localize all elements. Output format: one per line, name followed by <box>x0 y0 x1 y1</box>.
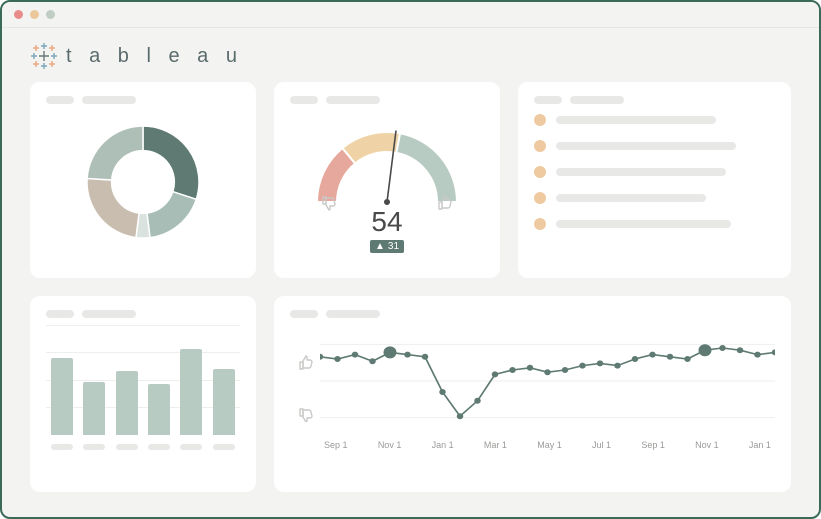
bar-card <box>30 296 256 492</box>
donut-chart <box>46 112 240 252</box>
line-y-icons <box>290 326 320 466</box>
subtitle-placeholder <box>570 96 624 104</box>
bullet-icon <box>534 166 546 178</box>
card-header <box>290 310 775 318</box>
list-item[interactable] <box>534 192 775 204</box>
max-dot[interactable] <box>46 10 55 19</box>
subtitle-placeholder <box>82 96 136 104</box>
card-header <box>534 96 775 104</box>
bar-chart <box>46 326 240 436</box>
line-card: Sep 1 Nov 1 Jan 1 Mar 1 May 1 Jul 1 Sep 1 Nov 1… <box>274 296 791 492</box>
gridline <box>46 352 240 353</box>
logo-text: t a b l e a u <box>66 45 243 68</box>
bar-label-placeholder <box>83 444 105 450</box>
titlebar <box>2 2 819 28</box>
card-header <box>46 310 240 318</box>
close-dot[interactable] <box>14 10 23 19</box>
bullet-icon <box>534 114 546 126</box>
list-item[interactable] <box>534 166 775 178</box>
bar <box>51 358 73 435</box>
bullet-icon <box>534 218 546 230</box>
donut-card <box>30 82 256 278</box>
bar-label-placeholder <box>213 444 235 450</box>
min-dot[interactable] <box>30 10 39 19</box>
x-tick-label: May 1 <box>537 440 562 450</box>
thumbs-up-icon[interactable] <box>436 194 454 212</box>
list-text-placeholder <box>556 194 706 202</box>
gauge-delta-value: 31 <box>388 241 399 252</box>
list-text-placeholder <box>556 116 716 124</box>
x-tick-label: Mar 1 <box>484 440 507 450</box>
title-placeholder <box>290 310 318 318</box>
content-area: t a b l e a u <box>2 28 819 517</box>
x-axis-labels: Sep 1 Nov 1 Jan 1 Mar 1 May 1 Jul 1 Sep 1 Nov 1… <box>320 436 775 450</box>
gauge-chart: 54 ▲ 31 <box>290 112 484 253</box>
list-text-placeholder <box>556 142 736 150</box>
list-text-placeholder <box>556 220 731 228</box>
line-svg <box>320 326 775 436</box>
list-item[interactable] <box>534 114 775 126</box>
bar-footer <box>46 444 240 450</box>
x-tick-label: Jul 1 <box>592 440 611 450</box>
title-placeholder <box>534 96 562 104</box>
gridline <box>46 407 240 408</box>
subtitle-placeholder <box>326 96 380 104</box>
subtitle-placeholder <box>82 310 136 318</box>
list-text-placeholder <box>556 168 726 176</box>
gauge-card: 54 ▲ 31 <box>274 82 500 278</box>
x-tick-label: Jan 1 <box>749 440 771 450</box>
tableau-mark-icon <box>30 42 58 70</box>
title-placeholder <box>46 310 74 318</box>
bar <box>148 384 170 435</box>
x-tick-label: Sep 1 <box>324 440 348 450</box>
list-card <box>518 82 791 278</box>
thumbs-up-icon <box>297 354 313 370</box>
title-placeholder <box>290 96 318 104</box>
bar <box>180 349 202 435</box>
x-tick-label: Sep 1 <box>641 440 665 450</box>
x-tick-label: Jan 1 <box>432 440 454 450</box>
line-chart: Sep 1 Nov 1 Jan 1 Mar 1 May 1 Jul 1 Sep 1 Nov 1… <box>320 326 775 466</box>
bar <box>116 371 138 435</box>
bar-label-placeholder <box>51 444 73 450</box>
bar-label-placeholder <box>180 444 202 450</box>
bar <box>213 369 235 435</box>
gridline <box>46 380 240 381</box>
title-placeholder <box>46 96 74 104</box>
card-header <box>290 96 484 104</box>
bullet-icon <box>534 192 546 204</box>
gauge-delta-badge: ▲ 31 <box>370 240 404 253</box>
app-window: t a b l e a u <box>0 0 821 519</box>
subtitle-placeholder <box>326 310 380 318</box>
list-item[interactable] <box>534 140 775 152</box>
bar-label-placeholder <box>116 444 138 450</box>
bar-label-placeholder <box>148 444 170 450</box>
thumbs-down-icon <box>297 406 313 422</box>
donut-svg <box>79 118 207 246</box>
bullet-icon <box>534 140 546 152</box>
card-header <box>46 96 240 104</box>
thumbs-down-icon[interactable] <box>320 194 338 212</box>
x-tick-label: Nov 1 <box>695 440 719 450</box>
dashboard-grid: 54 ▲ 31 <box>30 82 791 492</box>
logo: t a b l e a u <box>30 42 791 70</box>
gridline <box>46 325 240 326</box>
bar <box>83 382 105 435</box>
list-item[interactable] <box>534 218 775 230</box>
gauge-value: 54 <box>371 206 402 238</box>
list-rows <box>534 114 775 230</box>
arrow-up-icon: ▲ <box>375 241 385 252</box>
x-tick-label: Nov 1 <box>378 440 402 450</box>
